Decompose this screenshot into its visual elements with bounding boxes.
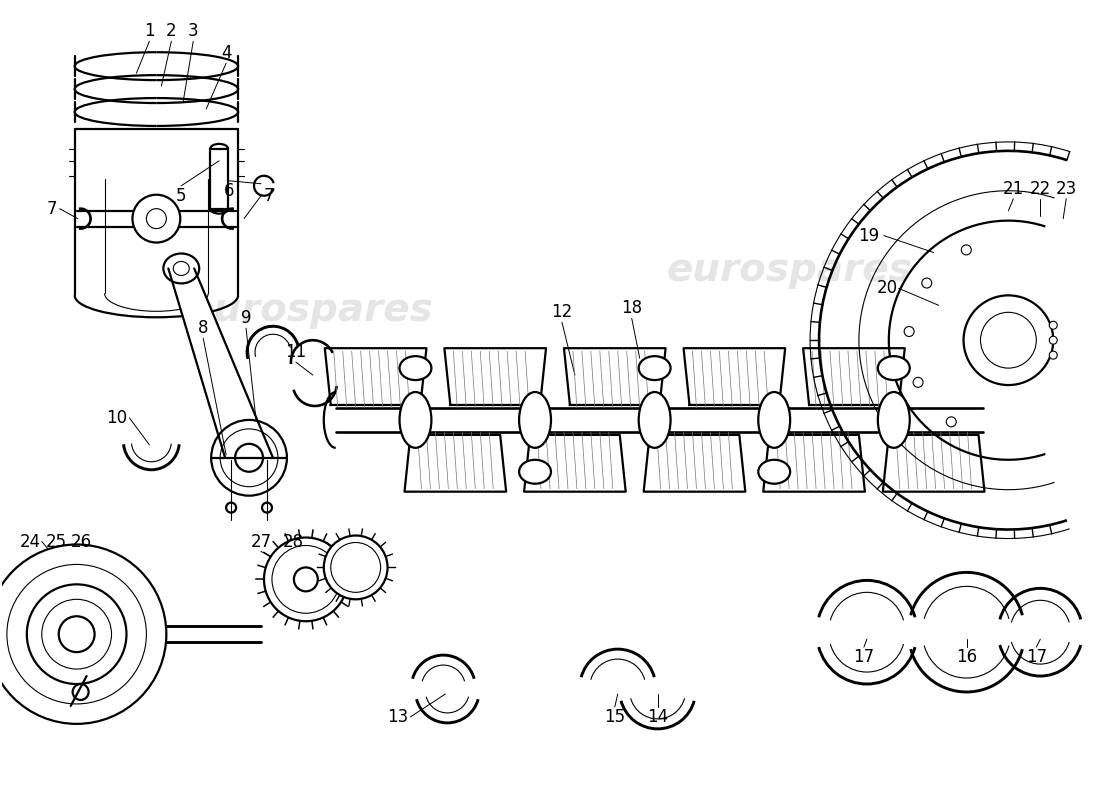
Circle shape [904, 326, 914, 337]
Text: 3: 3 [188, 22, 199, 40]
Text: 5: 5 [176, 186, 187, 205]
Circle shape [272, 546, 340, 614]
Polygon shape [444, 348, 546, 405]
Text: 26: 26 [72, 533, 92, 550]
Ellipse shape [399, 392, 431, 448]
Ellipse shape [519, 392, 551, 448]
Circle shape [946, 417, 956, 427]
Text: 23: 23 [1056, 180, 1077, 198]
Text: 21: 21 [1003, 180, 1024, 198]
Text: 17: 17 [1025, 648, 1047, 666]
Polygon shape [883, 435, 984, 492]
Circle shape [264, 538, 348, 622]
Circle shape [211, 420, 287, 496]
Text: 28: 28 [283, 533, 304, 550]
Text: 10: 10 [106, 409, 128, 427]
Text: 18: 18 [621, 299, 642, 318]
Text: 7: 7 [46, 200, 57, 218]
Text: 16: 16 [956, 648, 977, 666]
Circle shape [227, 502, 236, 513]
Text: 19: 19 [858, 226, 880, 245]
Circle shape [235, 444, 263, 472]
Ellipse shape [639, 356, 671, 380]
Text: 8: 8 [198, 319, 209, 338]
Circle shape [26, 584, 126, 684]
Text: 14: 14 [647, 708, 668, 726]
Text: 13: 13 [387, 708, 408, 726]
Text: 6: 6 [224, 182, 234, 200]
Ellipse shape [878, 392, 910, 448]
Text: 2: 2 [166, 22, 177, 40]
Circle shape [294, 567, 318, 591]
Circle shape [220, 429, 278, 486]
Text: 12: 12 [551, 303, 573, 322]
Circle shape [7, 565, 146, 704]
Circle shape [1049, 322, 1057, 330]
Circle shape [964, 295, 1053, 385]
Polygon shape [324, 348, 427, 405]
Polygon shape [763, 435, 865, 492]
Text: 17: 17 [854, 648, 874, 666]
Text: 11: 11 [285, 343, 307, 361]
Ellipse shape [878, 356, 910, 380]
Polygon shape [683, 348, 785, 405]
Polygon shape [405, 435, 506, 492]
Circle shape [73, 684, 89, 700]
Polygon shape [564, 348, 666, 405]
Text: 1: 1 [144, 22, 155, 40]
Circle shape [42, 599, 111, 669]
Ellipse shape [639, 392, 671, 448]
Text: 25: 25 [46, 533, 67, 550]
Text: 22: 22 [1030, 180, 1050, 198]
Ellipse shape [758, 392, 790, 448]
Circle shape [262, 502, 272, 513]
Ellipse shape [519, 460, 551, 484]
Text: 9: 9 [241, 310, 251, 327]
Circle shape [132, 194, 180, 242]
Circle shape [980, 312, 1036, 368]
Circle shape [58, 616, 95, 652]
Circle shape [331, 542, 381, 592]
Text: 4: 4 [221, 44, 231, 62]
Polygon shape [168, 269, 273, 458]
Text: eurospares: eurospares [188, 291, 433, 330]
Text: eurospares: eurospares [667, 251, 912, 290]
Text: 7: 7 [264, 186, 274, 205]
Polygon shape [524, 435, 626, 492]
Ellipse shape [758, 460, 790, 484]
Circle shape [922, 278, 932, 288]
Polygon shape [644, 435, 746, 492]
Polygon shape [803, 348, 905, 405]
Ellipse shape [399, 356, 431, 380]
Circle shape [323, 535, 387, 599]
Text: 20: 20 [877, 279, 898, 298]
Text: 15: 15 [604, 708, 625, 726]
Text: 27: 27 [251, 533, 272, 550]
Circle shape [961, 245, 971, 255]
Circle shape [1049, 336, 1057, 344]
Circle shape [146, 209, 166, 229]
Circle shape [1049, 351, 1057, 359]
Circle shape [913, 378, 923, 387]
Circle shape [0, 545, 166, 724]
Text: 24: 24 [20, 533, 41, 550]
